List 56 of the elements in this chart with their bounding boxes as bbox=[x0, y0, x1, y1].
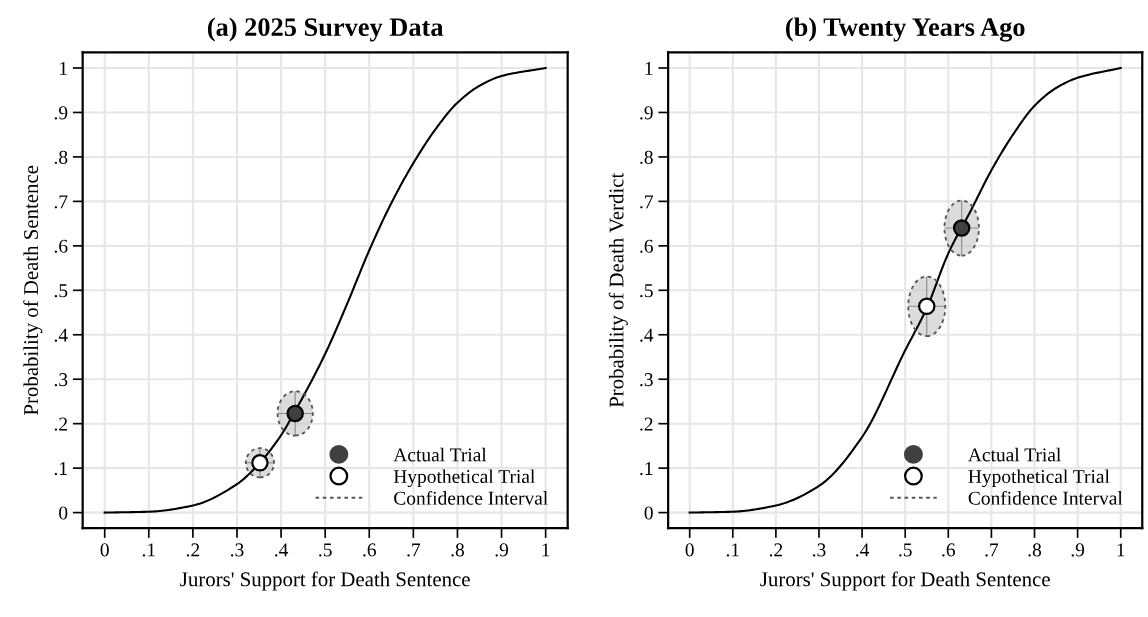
y-tick-label: 0 bbox=[644, 506, 653, 520]
x-tick-label: .8 bbox=[451, 543, 464, 557]
y-tick-label: .5 bbox=[640, 284, 653, 298]
x-tick-label: .4 bbox=[856, 543, 870, 557]
x-tick-label: .7 bbox=[407, 543, 421, 557]
x-tick-label: .9 bbox=[495, 543, 509, 557]
text: Hypothetical Trial bbox=[393, 469, 535, 488]
y-tick-label: .2 bbox=[54, 417, 67, 431]
y-tick-label: .7 bbox=[640, 195, 653, 209]
y-tick-label: .5 bbox=[54, 284, 68, 298]
legend-label: Actual Trial bbox=[393, 447, 487, 462]
x-tick-label: .2 bbox=[769, 543, 783, 557]
text: Hypothetical Trial bbox=[968, 469, 1110, 488]
y-tick-label: .8 bbox=[54, 150, 68, 164]
annotation: Confidence Interval bbox=[968, 490, 1123, 505]
y-tick-label: 0 bbox=[59, 506, 68, 520]
x-tick-label: .9 bbox=[1071, 543, 1085, 557]
x-tick-label: .6 bbox=[363, 543, 376, 557]
legend-label: Actual Trial bbox=[968, 447, 1061, 462]
annotation: Confidence Interval bbox=[394, 490, 548, 505]
y-tick-label: .3 bbox=[640, 373, 653, 387]
y-tick-label: .8 bbox=[640, 150, 653, 164]
y-axis-title: Probability of Death Sentence bbox=[23, 165, 43, 415]
x-axis-title: Jurors' Support for Death Sentence bbox=[180, 571, 470, 591]
y-tick-label: .4 bbox=[54, 328, 68, 342]
y-tick-label: .3 bbox=[54, 373, 68, 387]
y-tick-label: .9 bbox=[54, 106, 68, 120]
x-tick-label: .8 bbox=[1028, 543, 1042, 557]
x-tick-label: .4 bbox=[275, 543, 289, 557]
x-tick-label: .1 bbox=[142, 543, 155, 557]
chart-title: (b) Twenty Years Ago bbox=[786, 17, 1025, 42]
x-tick-label: .3 bbox=[812, 543, 826, 557]
y-tick-label: .9 bbox=[640, 106, 653, 120]
x-tick-label: 0 bbox=[100, 543, 109, 557]
x-tick-label: .5 bbox=[319, 543, 332, 557]
x-tick-label: 1 bbox=[542, 543, 550, 557]
x-tick-label: .2 bbox=[186, 543, 200, 557]
x-tick-label: .5 bbox=[899, 543, 912, 557]
y-tick-label: .4 bbox=[640, 328, 654, 342]
y-tick-label: .2 bbox=[640, 417, 653, 431]
x-tick-label: 0 bbox=[685, 543, 694, 557]
y-tick-label: .6 bbox=[54, 239, 68, 253]
x-tick-label: .1 bbox=[726, 543, 739, 557]
chart-title: (a) 2025 Survey Data bbox=[207, 17, 444, 42]
y-tick-label: .6 bbox=[640, 239, 653, 253]
x-axis-title: Jurors' Support for Death Sentence bbox=[760, 571, 1050, 591]
y-tick-label: .7 bbox=[54, 195, 68, 209]
y-tick-label: .1 bbox=[54, 462, 67, 476]
x-tick-label: .3 bbox=[230, 543, 244, 557]
y-tick-label: 1 bbox=[645, 61, 653, 75]
x-tick-label: .7 bbox=[985, 543, 999, 557]
y-tick-label: .1 bbox=[640, 462, 653, 476]
x-tick-label: .6 bbox=[942, 543, 956, 557]
y-axis-title: Probability of Death Verdict bbox=[608, 172, 628, 408]
x-tick-label: 1 bbox=[1117, 543, 1125, 557]
y-tick-label: 1 bbox=[60, 61, 67, 75]
